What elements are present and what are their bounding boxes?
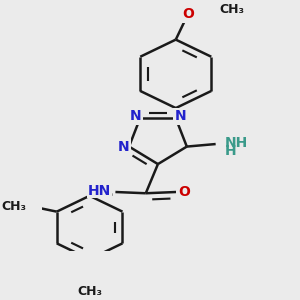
Text: N: N (175, 109, 186, 123)
Text: O: O (182, 7, 194, 21)
Text: N: N (118, 140, 129, 154)
Text: HN: HN (88, 184, 111, 198)
Text: CH₃: CH₃ (77, 284, 102, 298)
Text: CH₃: CH₃ (2, 200, 26, 213)
Text: O: O (178, 185, 190, 199)
Text: CH₃: CH₃ (220, 3, 245, 16)
Text: H: H (225, 144, 236, 158)
Text: NH: NH (225, 136, 248, 150)
Text: N: N (130, 109, 141, 123)
